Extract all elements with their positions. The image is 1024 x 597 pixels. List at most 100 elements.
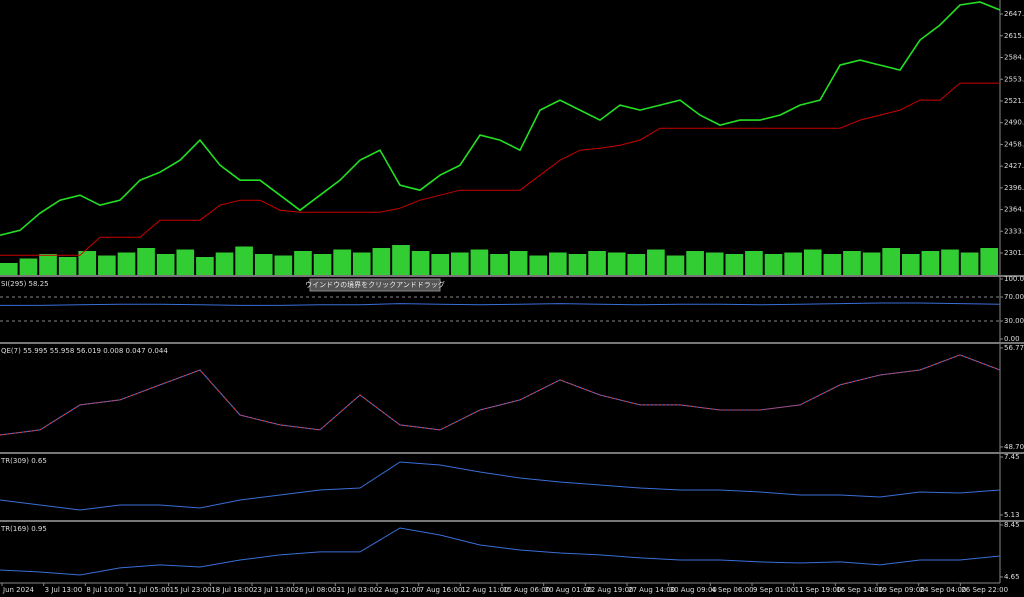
x-tick-label: 31 Jul 03:00 [336, 586, 378, 594]
x-tick-label: 3 Jul 13:00 [45, 586, 83, 594]
volume-bar [392, 245, 410, 275]
y-tick-label: 7.45 [1004, 453, 1020, 461]
x-tick-label: 2 Aug 21:00 [378, 586, 421, 594]
x-tick-label: 11 Sep 19:00 [795, 586, 842, 594]
volume-bar [764, 254, 783, 275]
volume-bar [137, 248, 155, 275]
volume-bar [274, 255, 293, 275]
y-tick-label: 70.00 [1004, 293, 1024, 301]
y-tick-label: 8.45 [1004, 521, 1020, 529]
x-tick-label: 26 Jul 08:00 [295, 586, 337, 594]
volume-bar [666, 255, 685, 275]
volume-bar [568, 254, 587, 275]
volume-bar [823, 254, 842, 275]
volume-bar [725, 254, 744, 275]
volume-bar [862, 252, 881, 275]
volume-bar [784, 252, 802, 275]
volume-bar [411, 251, 430, 275]
y-tick-label: 2364.6 [1004, 206, 1024, 214]
volume-bar [901, 254, 920, 275]
series-line [0, 461, 1001, 511]
tooltip: ウインドウの境界をクリックアンドドラッグ [305, 280, 445, 289]
series-line [0, 527, 1001, 576]
volume-bar [294, 251, 312, 275]
volume-bar [176, 249, 195, 275]
y-tick-label: 4.65 [1004, 573, 1020, 581]
indicator-title: QE(7) 55.995 55.958 56.019 0.008 0.047 0… [1, 347, 168, 355]
volume-bar [588, 251, 606, 275]
y-tick-label: 2490.2 [1004, 119, 1024, 127]
x-tick-label: 23 Jul 13:00 [253, 586, 295, 594]
y-tick-label: 5.13 [1004, 511, 1020, 519]
volume-bar [235, 246, 253, 275]
volume-bar [921, 251, 940, 275]
indicator-title: TR(309) 0.65 [0, 457, 47, 465]
volume-bar [647, 249, 665, 275]
volume-bar [58, 257, 77, 275]
x-tick-label: 26 Sep 22:00 [961, 586, 1008, 594]
y-tick-label: 2458.8 [1004, 140, 1024, 148]
volume-bar [529, 255, 548, 275]
y-tick-label: 2301.8 [1004, 249, 1024, 257]
volume-bar [980, 248, 999, 275]
x-tick-label: 7 Aug 16:00 [420, 586, 463, 594]
y-tick-label: 2615.9 [1004, 32, 1024, 40]
y-tick-label: 2521.6 [1004, 97, 1024, 105]
y-tick-label: 2584.5 [1004, 53, 1024, 61]
volume-bar [470, 249, 489, 275]
volume-bar [960, 252, 979, 275]
y-tick-label: 56.777 [1004, 344, 1024, 352]
volume-bar [431, 254, 450, 275]
x-tick-label: 18 Jul 18:00 [211, 586, 253, 594]
volume-bar [627, 254, 646, 275]
x-tick-label: 15 Jul 23:00 [170, 586, 212, 594]
volume-bar [882, 248, 900, 275]
y-tick-label: 48.702 [1004, 443, 1024, 451]
volume-bar [686, 251, 704, 275]
x-tick-label: 9 Sep 01:00 [753, 586, 795, 594]
x-tick-label: 15 Aug 06:00 [503, 586, 550, 594]
volume-bar [254, 254, 273, 275]
x-tick-label: 30 Aug 09:00 [670, 586, 717, 594]
x-tick-label: 16 Sep 14:00 [836, 586, 883, 594]
volume-bar [803, 249, 822, 275]
volume-bar [333, 249, 351, 275]
x-tick-label: 24 Sep 04:00 [920, 586, 967, 594]
volume-bar [843, 251, 861, 275]
x-tick-label: Jun 2024 [2, 586, 35, 594]
y-tick-label: 2647.3 [1004, 10, 1024, 18]
x-tick-label: 22 Aug 19:00 [586, 586, 633, 594]
indicator-title: SI(295) 58.25 [1, 280, 49, 288]
x-tick-label: 19 Sep 09:00 [878, 586, 925, 594]
volume-bar [156, 254, 175, 275]
volume-bar [745, 251, 763, 275]
volume-bar [509, 251, 528, 275]
series-line [0, 82, 1000, 256]
x-tick-label: 4 Sep 06:00 [711, 586, 753, 594]
volume-bar [39, 254, 57, 275]
volume-bar [0, 263, 18, 275]
series-line [0, 302, 1001, 306]
volume-bar [941, 249, 959, 275]
y-tick-label: 0.00 [1004, 335, 1020, 343]
volume-bar [372, 248, 391, 275]
series-line-dotted [0, 354, 1001, 436]
volume-bar [78, 251, 97, 275]
volume-bar [19, 258, 38, 275]
volume-bar [450, 252, 469, 275]
x-tick-label: 8 Jul 10:00 [86, 586, 124, 594]
x-tick-label: 20 Aug 01:00 [545, 586, 592, 594]
volume-bar [215, 252, 234, 275]
y-tick-label: 2553.0 [1004, 75, 1024, 83]
volume-bar [549, 252, 567, 275]
y-tick-label: 2333.2 [1004, 227, 1024, 235]
y-tick-label: 2427.4 [1004, 162, 1024, 170]
volume-bar [98, 255, 116, 275]
series-line [0, 1, 1001, 236]
x-tick-label: 11 Jul 05:00 [128, 586, 170, 594]
y-tick-label: 30.00 [1004, 317, 1024, 325]
separators [0, 275, 1024, 522]
indicator-title: TR(169) 0.95 [0, 525, 47, 533]
